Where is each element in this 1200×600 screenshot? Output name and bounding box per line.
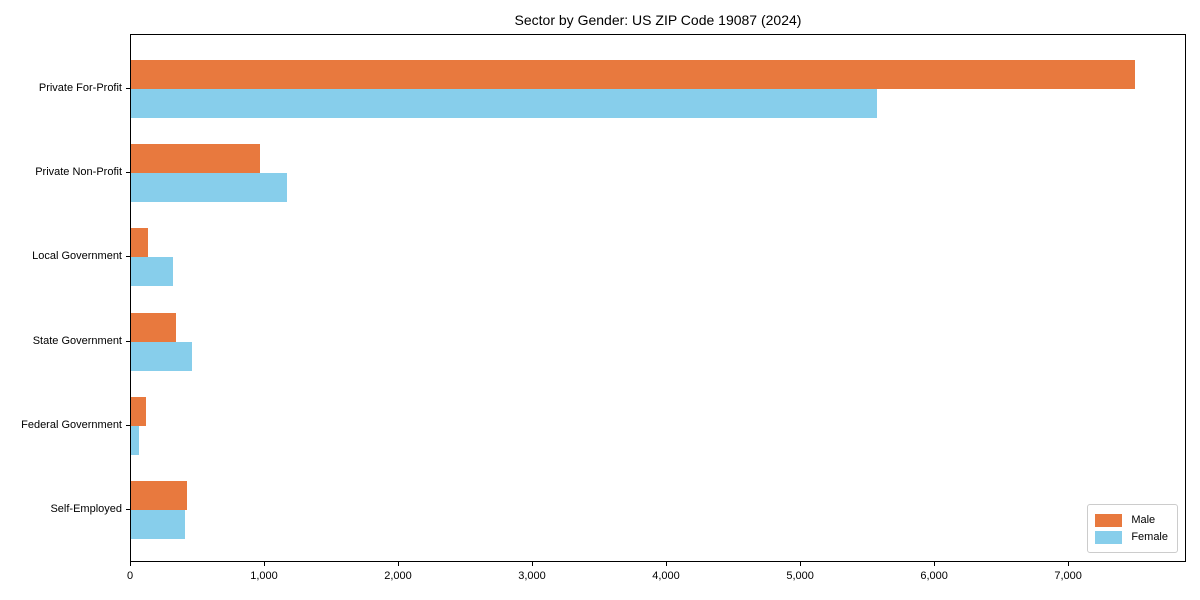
bar-female-local-government — [131, 257, 174, 287]
x-tick-label: 3,000 — [518, 570, 546, 582]
x-axis-tick — [532, 562, 533, 566]
x-tick-label: 4,000 — [652, 570, 680, 582]
bar-female-private-non-profit — [131, 173, 288, 203]
x-axis-tick — [666, 562, 667, 566]
legend-label-female: Female — [1131, 531, 1168, 543]
legend: Male Female — [1087, 504, 1178, 553]
y-axis-tick — [126, 424, 130, 426]
x-axis-tick — [398, 562, 399, 566]
y-axis-tick — [126, 509, 130, 510]
x-axis-tick — [1068, 562, 1070, 566]
y-tick-label-local-government: Local Government — [32, 250, 122, 263]
bar-male-federal-government — [131, 396, 146, 426]
y-tick-label-state-government: State Government — [32, 334, 122, 347]
x-tick-label: 6,000 — [920, 570, 948, 582]
x-axis-tick — [130, 562, 131, 566]
y-tick-label-self-employed: Self-Employed — [50, 503, 122, 515]
y-tick-label-federal-government: Federal Government — [21, 418, 122, 431]
x-tick-label: 0 — [126, 570, 134, 582]
bar-male-local-government — [131, 228, 149, 258]
bar-male-private-for-profit — [131, 60, 1135, 89]
x-axis-tick — [800, 562, 802, 566]
x-axis-tick — [264, 562, 265, 566]
bar-male-state-government — [131, 312, 176, 342]
bar-male-private-non-profit — [131, 144, 260, 174]
y-axis-tick — [126, 172, 130, 174]
plot-area: Male Female — [130, 34, 1186, 562]
x-tick-label: 1,000 — [250, 570, 278, 582]
bar-female-self-employed — [131, 510, 185, 539]
legend-item-female: Female — [1095, 530, 1168, 545]
y-axis-tick — [126, 88, 130, 89]
x-tick-label: 2,000 — [384, 570, 412, 582]
legend-swatch-female — [1095, 531, 1123, 544]
y-tick-label-private-for-profit: Private For-Profit — [38, 82, 122, 94]
legend-label-male: Male — [1131, 514, 1156, 526]
legend-swatch-male — [1095, 514, 1123, 527]
y-tick-label-private-non-profit: Private Non-Profit — [35, 166, 122, 179]
y-axis-tick — [126, 256, 130, 258]
x-axis-tick — [934, 562, 936, 566]
x-tick-label: 7,000 — [1054, 570, 1082, 582]
bar-female-federal-government — [131, 425, 139, 455]
bar-female-state-government — [131, 341, 192, 371]
y-axis-tick — [126, 340, 130, 342]
bar-male-self-employed — [131, 481, 188, 510]
legend-item-male: Male — [1095, 513, 1168, 528]
x-tick-label: 5,000 — [786, 570, 814, 582]
bar-female-private-for-profit — [131, 89, 878, 118]
chart-title: Sector by Gender: US ZIP Code 19087 (202… — [514, 12, 802, 28]
